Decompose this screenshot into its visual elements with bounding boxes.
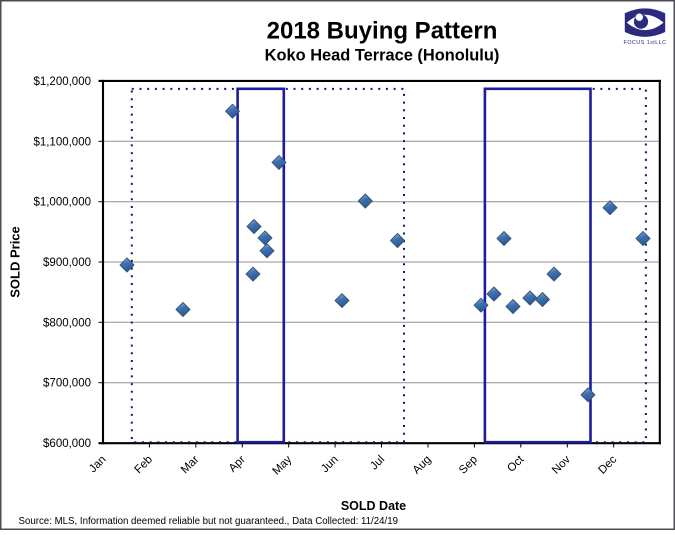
- svg-text:$600,000: $600,000: [43, 438, 91, 450]
- svg-text:$700,000: $700,000: [43, 378, 91, 390]
- svg-text:$1,200,000: $1,200,000: [33, 76, 91, 88]
- svg-text:SOLD Date: SOLD Date: [341, 499, 406, 513]
- svg-text:$1,100,000: $1,100,000: [33, 136, 91, 148]
- svg-text:2018 Buying Pattern: 2018 Buying Pattern: [267, 18, 498, 45]
- svg-text:$800,000: $800,000: [43, 317, 91, 329]
- svg-text:SOLD Price: SOLD Price: [8, 226, 23, 298]
- svg-text:Koko Head Terrace (Honolulu): Koko Head Terrace (Honolulu): [265, 47, 500, 65]
- svg-text:$900,000: $900,000: [43, 257, 91, 269]
- svg-text:FOCUS 1stLLC: FOCUS 1stLLC: [623, 40, 666, 46]
- svg-text:$1,000,000: $1,000,000: [33, 197, 91, 209]
- svg-text:Source: MLS, Information deeme: Source: MLS, Information deemed reliable…: [19, 516, 398, 527]
